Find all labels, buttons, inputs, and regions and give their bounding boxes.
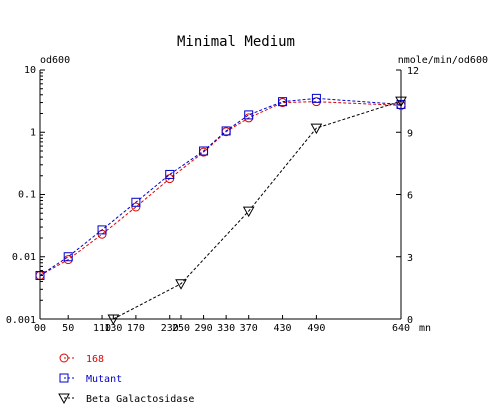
legend-item: Beta Galactosidase <box>58 393 194 405</box>
legend-marker <box>59 353 69 363</box>
x-tick-label: 370 <box>240 323 258 334</box>
legend-marker <box>58 393 70 405</box>
y-right-tick-label: 6 <box>407 191 413 202</box>
y-right-tick-label: 9 <box>407 128 413 139</box>
y-left-tick-label: 0.01 <box>12 252 36 263</box>
x-tick-label: 130 <box>104 323 122 334</box>
y-left-tick-label: 1 <box>30 127 36 138</box>
series-0 <box>35 97 406 280</box>
data-point <box>244 110 254 120</box>
y-left-tick-label: 0.001 <box>6 315 36 326</box>
data-point <box>310 123 323 135</box>
data-point <box>278 97 288 107</box>
left-axis-label: od600 <box>40 55 70 66</box>
data-point <box>97 225 107 235</box>
legend-item: Mutant <box>59 373 122 385</box>
series-line <box>39 101 402 276</box>
legend-label: 168 <box>86 354 104 365</box>
x-tick-label: 290 <box>195 323 213 334</box>
x-axis-unit-label: mn <box>419 323 431 334</box>
series-2 <box>107 96 407 326</box>
right-axis-label: nmole/min/od600 <box>398 55 488 66</box>
chart-title: Minimal Medium <box>177 34 295 50</box>
x-tick-label: 330 <box>217 323 235 334</box>
data-point <box>311 93 321 103</box>
legend-label: Mutant <box>86 374 122 385</box>
y-right-tick-label: 0 <box>407 315 413 326</box>
x-tick-label: 430 <box>274 323 292 334</box>
data-point <box>396 99 406 109</box>
x-tick-label: 170 <box>127 323 145 334</box>
data-point <box>242 206 255 218</box>
series-1 <box>35 93 406 280</box>
x-tick-label: 110 <box>93 323 111 334</box>
data-point <box>131 197 141 207</box>
x-tick-label: 230 <box>161 323 179 334</box>
series-layer <box>35 93 407 326</box>
data-point <box>35 270 45 280</box>
x-tick-label: 250 <box>172 323 190 334</box>
series-line <box>39 97 402 276</box>
data-point <box>107 314 120 326</box>
axes <box>39 69 402 320</box>
legend-label: Beta Galactosidase <box>86 394 194 405</box>
data-point <box>63 252 73 262</box>
data-point <box>165 169 175 179</box>
x-tick-label: 490 <box>307 323 325 334</box>
x-tick-label: 00 <box>34 323 46 334</box>
legend-marker <box>59 373 69 383</box>
y-left-tick-label: 0.1 <box>18 190 36 201</box>
data-point <box>175 279 187 290</box>
series-line <box>113 100 402 320</box>
data-point <box>131 202 141 212</box>
x-tick-label: 50 <box>62 323 74 334</box>
x-tick-label: 640 <box>392 323 410 334</box>
y-left-tick-label: 10 <box>24 65 36 76</box>
y-right-tick-label: 3 <box>407 253 413 264</box>
data-point <box>199 146 209 156</box>
data-point <box>221 126 231 136</box>
y-right-tick-label: 12 <box>407 66 419 77</box>
legend-item: 168 <box>59 353 104 365</box>
data-point <box>395 96 407 108</box>
legend: 168 Mutant Beta Galactosidase <box>58 353 194 405</box>
